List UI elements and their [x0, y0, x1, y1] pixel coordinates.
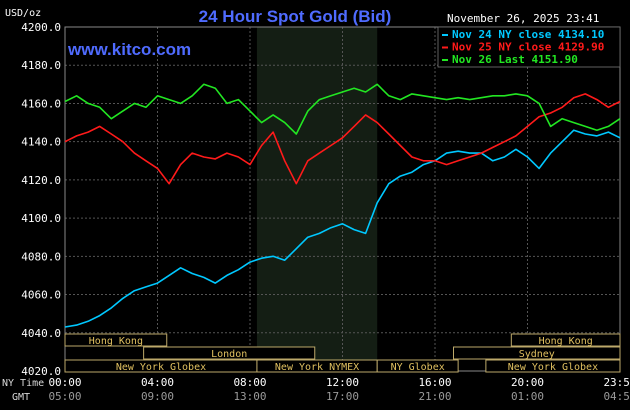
market-session-label: New York Globex [116, 362, 206, 373]
x-tick-ny: 04:00 [141, 376, 174, 389]
y-tick-label: 4060.0 [21, 289, 61, 302]
legend-entry: Nov 26 Last 4151.90 [452, 53, 578, 66]
market-hours-band [256, 27, 378, 371]
x-tick-ny: 08:00 [233, 376, 266, 389]
x-tick-ny: 16:00 [418, 376, 451, 389]
timestamp-label: November 26, 2025 23:41 [447, 12, 599, 25]
x-tick-gmt: 01:00 [511, 390, 544, 403]
x-tick-gmt: 09:00 [141, 390, 174, 403]
series-line-nov-26 [64, 83, 621, 135]
plot-area: 4200.0 4180.0 4160.0 4140.0 4120.0 4100.0 4080… [21, 21, 621, 378]
chart-title: 24 Hour Spot Gold (Bid) [199, 7, 392, 26]
legend-box [437, 26, 621, 68]
market-session-label: NY Globex [391, 362, 445, 373]
market-session-box [510, 333, 621, 347]
market-session-box [376, 359, 459, 373]
brand-watermark: www.kitco.com [67, 40, 191, 59]
market-session-label: New York NYMEX [275, 362, 359, 373]
gmt-label: GMT [12, 392, 30, 403]
series-line-nov-24 [64, 129, 621, 328]
y-tick-label: 4200.0 [21, 21, 61, 34]
x-tick-ny: 23:59 [603, 376, 630, 389]
y-axis-ticks: 4200.0 4180.0 4160.0 4140.0 4120.0 4100.0 4080… [21, 21, 61, 378]
x-tick-gmt: 05:00 [48, 390, 81, 403]
market-session-label: London [211, 349, 247, 360]
x-tick-gmt: 17:00 [326, 390, 359, 403]
y-tick-label: 4100.0 [21, 212, 61, 225]
series-lines [64, 83, 621, 328]
x-tick-ny: 20:00 [511, 376, 544, 389]
units-label: USD/oz [5, 8, 41, 19]
x-tick-gmt: 13:00 [233, 390, 266, 403]
market-session-box [485, 359, 621, 373]
x-tick-gmt: 04:59 [603, 390, 630, 403]
x-tick-ny: 12:00 [326, 376, 359, 389]
x-tick-ny: 00:00 [48, 376, 81, 389]
market-session-label: Hong Kong [89, 336, 143, 347]
y-tick-label: 4140.0 [21, 136, 61, 149]
market-session-label: Hong Kong [539, 336, 593, 347]
y-tick-label: 4040.0 [21, 327, 61, 340]
legend-entry: Nov 25 NY close 4129.90 [452, 41, 604, 54]
legend-entry: Nov 24 NY close 4134.10 [452, 28, 604, 41]
y-tick-label: 4080.0 [21, 250, 61, 263]
market-session-box [64, 333, 168, 347]
ny-time-label: NY Time [2, 378, 44, 389]
market-session-box [453, 346, 621, 360]
y-tick-label: 4020.0 [21, 365, 61, 378]
series-line-nov-25 [64, 93, 621, 185]
market-session-label: Sydney [519, 349, 555, 360]
market-session-label: New York Globex [508, 362, 598, 373]
y-tick-label: 4120.0 [21, 174, 61, 187]
y-tick-label: 4160.0 [21, 97, 61, 110]
market-sessions: Hong Kong Hong Kong London Sydney New York G… [64, 333, 621, 373]
x-tick-gmt: 21:00 [418, 390, 451, 403]
y-tick-label: 4180.0 [21, 59, 61, 72]
market-session-box [143, 346, 316, 360]
